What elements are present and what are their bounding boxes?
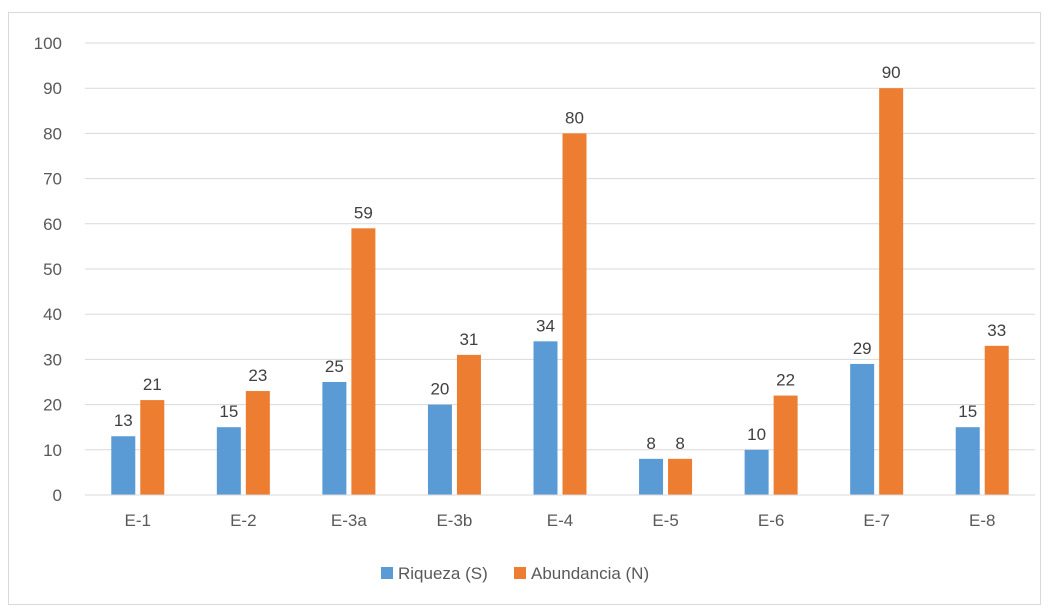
- y-tick-label: 90: [43, 79, 62, 98]
- bar-riqueza-e-2: [216, 427, 241, 495]
- bar-abundancia-e-8: [984, 345, 1009, 495]
- bar-riqueza-e-4: [533, 341, 558, 495]
- data-label: 10: [747, 425, 766, 444]
- y-tick-label: 40: [43, 305, 62, 324]
- x-tick-label: E-2: [230, 511, 256, 530]
- data-label: 34: [536, 316, 555, 335]
- data-label: 80: [565, 108, 584, 127]
- data-label: 8: [646, 434, 655, 453]
- bar-riqueza-e-1: [111, 436, 136, 495]
- x-tick-label: E-4: [547, 511, 573, 530]
- bar-abundancia-e-7: [879, 88, 904, 495]
- legend-label: Abundancia (N): [531, 564, 649, 583]
- bar-riqueza-e-3a: [322, 382, 347, 495]
- data-label: 90: [882, 63, 901, 82]
- x-tick-label: E-3b: [436, 511, 472, 530]
- data-label: 25: [325, 357, 344, 376]
- y-tick-label: 30: [43, 350, 62, 369]
- bar-abundancia-e-5: [668, 458, 693, 495]
- bar-abundancia-e-4: [562, 133, 587, 495]
- data-label: 29: [853, 339, 872, 358]
- bar-riqueza-e-5: [639, 458, 664, 495]
- legend-swatch: [381, 567, 393, 579]
- data-label: 23: [248, 366, 267, 385]
- bar-riqueza-e-6: [744, 449, 769, 495]
- bar-abundancia-e-6: [773, 395, 798, 495]
- y-tick-label: 20: [43, 396, 62, 415]
- x-tick-label: E-1: [125, 511, 151, 530]
- axes: 0 10 20 30 40 50 60 70 80 90 100 E-1 E-2 E-3a E-3b E-4 E…: [34, 34, 1035, 530]
- bar-abundancia-e-2: [245, 391, 270, 495]
- y-tick-label: 80: [43, 124, 62, 143]
- data-label: 21: [143, 375, 162, 394]
- y-tick-label: 10: [43, 441, 62, 460]
- data-labels: 13 21 15 23 25 59 20 31 34 80 8 8 10 22 29 90 15 33: [114, 63, 1006, 453]
- bar-riqueza-e-7: [850, 363, 875, 495]
- data-label: 33: [987, 321, 1006, 340]
- legend: Riqueza (S) Abundancia (N): [381, 564, 649, 583]
- legend-item-riqueza: Riqueza (S): [381, 564, 488, 583]
- x-tick-label: E-7: [863, 511, 889, 530]
- bar-riqueza-e-3b: [427, 404, 452, 495]
- data-label: 8: [675, 434, 684, 453]
- data-label: 22: [776, 371, 795, 390]
- bar-abundancia-e-1: [140, 400, 165, 495]
- bar-abundancia-e-3a: [351, 228, 376, 495]
- x-tick-label: E-5: [652, 511, 678, 530]
- y-tick-label: 0: [53, 486, 62, 505]
- legend-swatch: [514, 567, 526, 579]
- y-tick-label: 60: [43, 215, 62, 234]
- legend-item-abundancia: Abundancia (N): [514, 564, 649, 583]
- data-label: 31: [459, 330, 478, 349]
- y-tick-label: 100: [34, 34, 62, 53]
- gridlines: [85, 42, 1035, 451]
- y-tick-label: 50: [43, 260, 62, 279]
- data-label: 13: [114, 411, 133, 430]
- y-tick-label: 70: [43, 170, 62, 189]
- x-tick-label: E-3a: [331, 511, 367, 530]
- chart-frame: [8, 12, 1041, 605]
- bars: [111, 88, 1009, 495]
- bar-riqueza-e-8: [955, 427, 980, 495]
- data-label: 20: [430, 380, 449, 399]
- legend-label: Riqueza (S): [398, 564, 488, 583]
- x-tick-label: E-8: [969, 511, 995, 530]
- data-label: 59: [354, 203, 373, 222]
- x-tick-label: E-6: [758, 511, 784, 530]
- data-label: 15: [219, 402, 238, 421]
- data-label: 15: [958, 402, 977, 421]
- bar-abundancia-e-3b: [456, 354, 481, 495]
